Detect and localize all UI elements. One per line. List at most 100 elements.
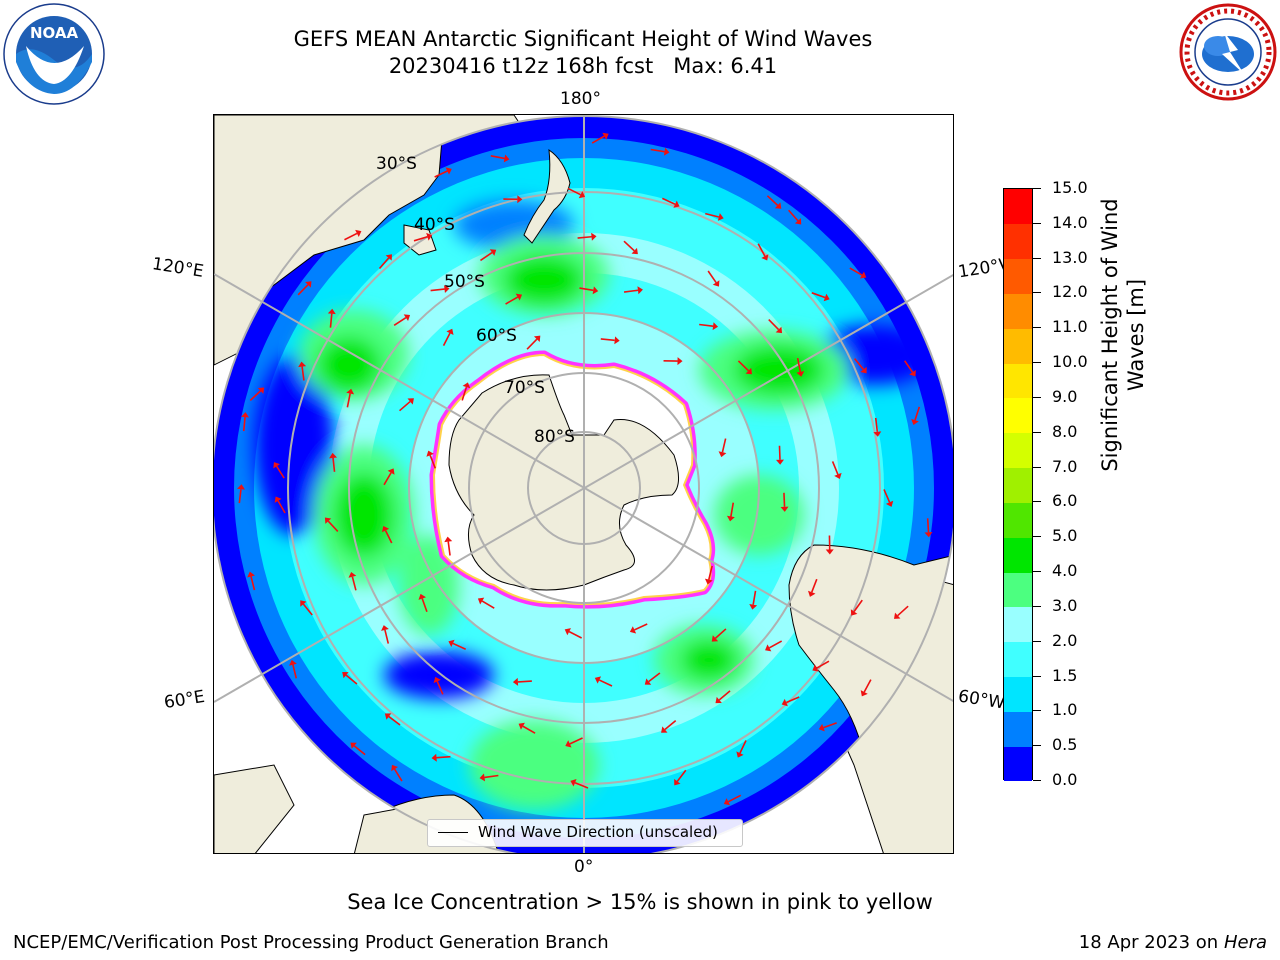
- wind-wave-arrow: [699, 323, 714, 327]
- colorbar-tick: [1033, 745, 1041, 747]
- wind-wave-arrow-head: [431, 753, 437, 762]
- colorbar-tick: [1033, 501, 1041, 503]
- wind-wave-arrow-head: [745, 367, 752, 375]
- wind-wave-arrow: [737, 360, 749, 372]
- wind-wave-arrow-head: [570, 779, 577, 787]
- colorbar-tick-label: 14.0: [1052, 212, 1088, 232]
- wind-wave-arrow: [345, 674, 358, 685]
- wind-wave-arrow-head: [446, 328, 454, 335]
- wind-wave-arrow-head: [614, 336, 620, 345]
- wind-wave-arrow: [926, 518, 930, 533]
- wind-wave-arrow-head: [894, 612, 901, 619]
- lon-label-60e: 60°E: [162, 686, 207, 714]
- colorbar-segment: [1004, 502, 1032, 538]
- wind-wave-arrow-head: [823, 293, 830, 302]
- footer-host: Hera: [1223, 932, 1267, 953]
- wind-wave-arrow: [421, 598, 428, 613]
- lon-label-60w: 60°W: [956, 686, 1007, 714]
- wind-wave-arrow-head: [885, 500, 894, 507]
- wind-wave-arrow-head: [515, 293, 523, 301]
- wind-wave-arrow: [242, 417, 246, 432]
- wind-wave-arrow-head: [711, 635, 719, 642]
- wind-wave-arrow-head: [298, 361, 307, 368]
- wind-wave-arrow: [714, 628, 727, 639]
- colorbar-tick: [1033, 640, 1041, 642]
- wind-wave-arrow: [351, 576, 357, 591]
- lat-label-30s: 30°S: [376, 154, 417, 174]
- wind-wave-arrow: [705, 212, 720, 218]
- colorbar-segment: [1004, 746, 1032, 782]
- wind-wave-arrow-head: [909, 370, 916, 377]
- wind-wave-arrow: [378, 257, 390, 270]
- wind-wave-arrow-head: [273, 462, 281, 469]
- wind-wave-arrow-head: [780, 506, 789, 512]
- colorbar-segment: [1004, 572, 1032, 608]
- wind-wave-arrow-head: [445, 167, 452, 175]
- wind-wave-arrow-head: [715, 696, 722, 704]
- lat-label-70s: 70°S: [504, 378, 545, 398]
- lon-label-120e: 120°E: [150, 254, 205, 282]
- colorbar-segment: [1004, 606, 1032, 643]
- wind-wave-arrow: [757, 243, 766, 257]
- wind-wave-arrow: [383, 472, 392, 486]
- wind-wave-arrow-head: [477, 597, 485, 605]
- wind-wave-arrow-head: [418, 593, 427, 600]
- wind-wave-arrow-head: [774, 202, 782, 209]
- wind-wave-arrow: [480, 251, 493, 262]
- wind-wave-arrow-head: [825, 549, 834, 555]
- colorbar-tick-label: 3.0: [1052, 595, 1078, 615]
- wind-wave-arrow-head: [324, 517, 332, 524]
- wind-wave-arrow-head: [717, 213, 724, 221]
- colorbar-segment: [1004, 258, 1032, 294]
- colorbar-tick-label: 7.0: [1052, 456, 1078, 476]
- colorbar-tick-label: 4.0: [1052, 561, 1078, 581]
- wind-wave-arrow-head: [631, 247, 638, 255]
- colorbar-tick-label: 12.0: [1052, 282, 1088, 302]
- wind-wave-arrow: [849, 267, 863, 276]
- wind-wave-arrow: [344, 232, 358, 241]
- colorbar-segment: [1004, 711, 1032, 747]
- map-canvas: 30°S 40°S 50°S 60°S 70°S 80°S: [214, 115, 953, 853]
- wind-wave-arrow-head: [594, 676, 602, 684]
- wind-wave-arrow-head: [677, 357, 683, 366]
- wind-wave-arrow: [353, 745, 366, 756]
- wind-wave-arrow: [914, 406, 921, 421]
- wind-wave-arrow-head: [873, 431, 882, 437]
- lat-label-80s: 80°S: [534, 427, 575, 447]
- wind-wave-arrow-head: [289, 659, 297, 666]
- wind-wave-arrow-head: [736, 751, 744, 758]
- wind-wave-arrow: [721, 438, 727, 453]
- wind-wave-arrow: [436, 755, 451, 759]
- colorbar-tick-label: 11.0: [1052, 317, 1088, 337]
- wind-wave-arrow-head: [533, 335, 541, 342]
- wind-wave-arrow: [796, 357, 802, 373]
- wind-wave-arrow: [384, 629, 390, 644]
- wind-wave-arrow: [399, 400, 411, 412]
- wind-wave-arrow-head: [765, 644, 772, 652]
- wind-wave-arrow: [739, 740, 747, 754]
- map-legend: Wind Wave Direction (unscaled): [427, 819, 743, 847]
- colorbar-tick: [1033, 466, 1041, 468]
- colorbar-tick-label: 13.0: [1052, 247, 1088, 267]
- wind-wave-arrow: [297, 284, 309, 296]
- colorbar-tick: [1033, 222, 1041, 224]
- wind-wave-arrow: [816, 660, 830, 669]
- colorbar-tick: [1033, 571, 1041, 573]
- wind-wave-arrow-head: [350, 742, 357, 749]
- wind-wave-arrow-head: [305, 281, 312, 288]
- wind-wave-arrow-head: [241, 412, 250, 418]
- wind-wave-arrow: [429, 455, 437, 469]
- wind-wave-arrow: [329, 313, 333, 328]
- wind-wave-arrow-head: [834, 472, 842, 480]
- colorbar-segment: [1004, 397, 1032, 434]
- wind-wave-arrow-head: [564, 628, 571, 636]
- wind-wave-arrow: [788, 209, 799, 222]
- wind-wave-arrow: [332, 457, 336, 472]
- wind-wave-arrow: [302, 603, 313, 616]
- wind-wave-arrow: [769, 640, 783, 649]
- wind-wave-arrow: [567, 187, 581, 196]
- lon-label-0: 0°: [574, 857, 594, 877]
- wind-wave-arrow-head: [796, 371, 805, 377]
- wind-wave-arrow: [676, 769, 687, 782]
- wind-wave-arrow-head: [346, 388, 355, 395]
